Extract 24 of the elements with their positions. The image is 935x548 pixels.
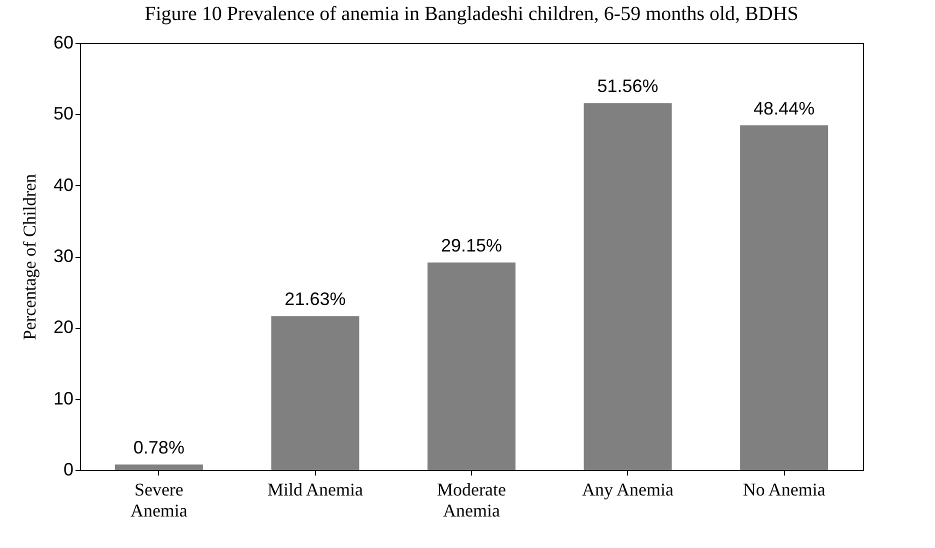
data-label: 51.56% xyxy=(597,76,658,96)
y-axis-title: Percentage of Children xyxy=(19,174,40,340)
bar xyxy=(740,125,828,470)
y-tick-label: 40 xyxy=(53,174,74,195)
chart-title: Figure 10 Prevalence of anemia in Bangladeshi children, 6-59 months old, BDHS xyxy=(144,3,798,25)
y-tick-label: 10 xyxy=(53,388,74,408)
y-tick-label: 50 xyxy=(53,104,74,124)
y-tick-label: 30 xyxy=(53,246,74,266)
bar xyxy=(114,464,203,470)
data-label: 21.63% xyxy=(284,289,346,310)
x-tick-label: Mild Anemia xyxy=(267,480,363,500)
y-tick-label: 60 xyxy=(53,32,74,52)
bar xyxy=(428,262,516,470)
x-tick-label: Severe Anemia xyxy=(130,480,188,520)
x-tick-label: Any Anemia xyxy=(582,480,674,500)
x-tick-label: Moderate Anemia xyxy=(437,480,506,520)
bar xyxy=(584,103,672,470)
y-tick-label: 0 xyxy=(63,460,74,480)
data-label: 29.15% xyxy=(440,236,502,256)
bar xyxy=(271,316,360,470)
y-tick-label: 20 xyxy=(53,317,74,338)
data-label: 48.44% xyxy=(754,98,815,118)
data-label: 0.78% xyxy=(133,437,184,458)
x-tick-label: No Anemia xyxy=(742,480,826,500)
